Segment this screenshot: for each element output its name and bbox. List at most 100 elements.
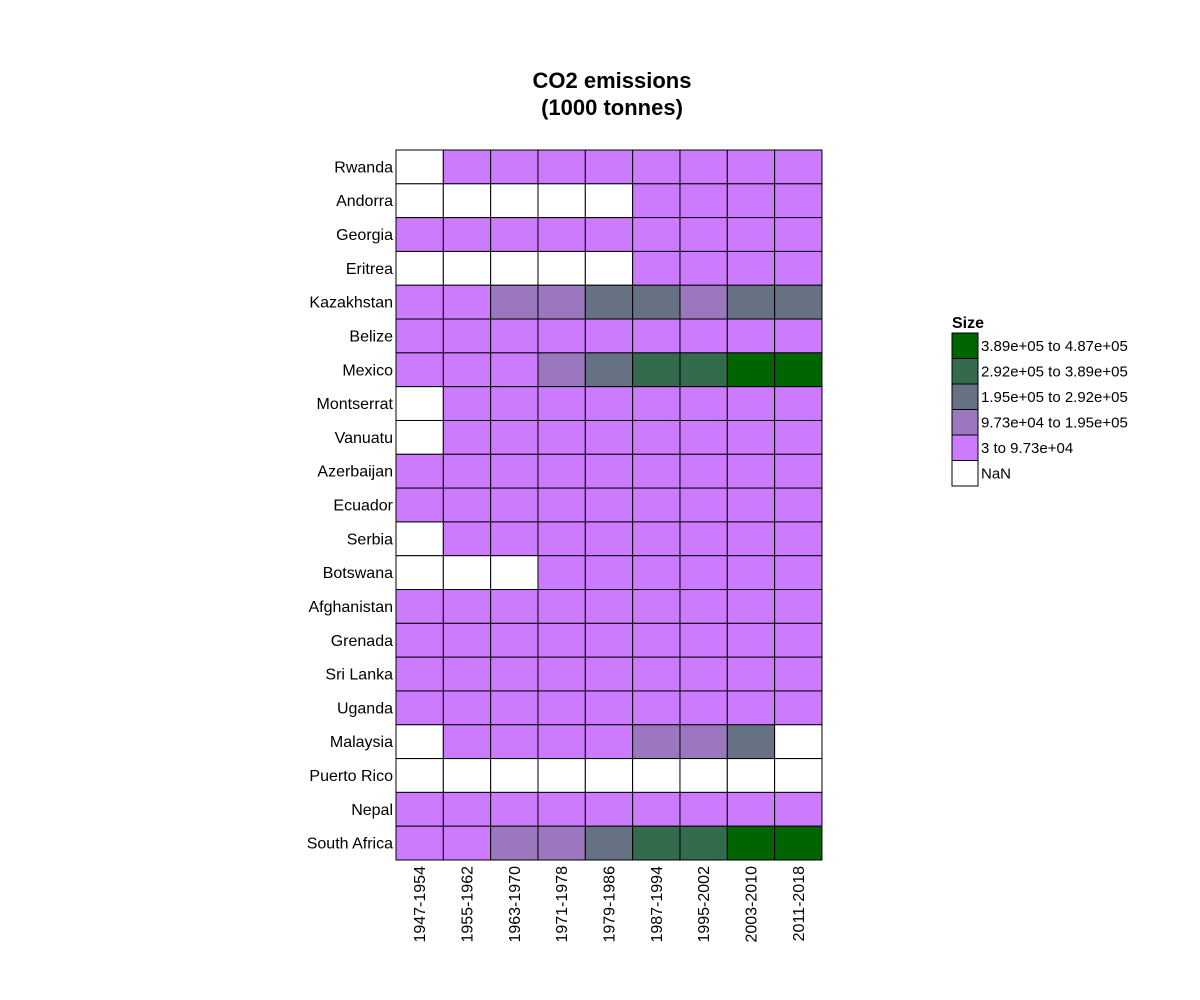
heatmap-cell [490,453,539,489]
heatmap-cell [774,656,823,692]
heatmap-cell [632,622,681,658]
heatmap-cell [632,589,681,624]
heatmap-cell [584,589,634,624]
heatmap-cell [774,791,823,827]
heatmap-cell [726,386,776,421]
heatmap-cell [537,622,586,658]
heatmap-cell [679,589,728,624]
row-label: Vanuatu [335,430,393,447]
heatmap-cell [490,250,539,286]
heatmap-cell [395,487,444,523]
heatmap-cell [774,453,823,489]
heatmap-cell [632,521,681,557]
heatmap-cell [632,386,681,421]
row-label: Azerbaijan [317,464,393,481]
heatmap-cell [490,791,539,827]
row-label: Uganda [337,700,393,717]
heatmap-cell [726,183,776,219]
heatmap-cell [774,724,823,760]
heatmap-cell [537,250,586,286]
heatmap-cell [442,521,492,557]
heatmap-cell [395,825,444,861]
column-label: 1971-1978 [554,866,571,943]
heatmap-cell [537,791,586,827]
heatmap-cell [726,318,776,354]
heatmap-cell [632,453,681,489]
heatmap-cell [584,690,634,726]
heatmap-cell [442,758,492,793]
heatmap-cell [584,758,634,793]
heatmap-cell [395,690,444,726]
heatmap-cell [679,521,728,557]
chart-title: CO2 emissions (1000 tonnes) [533,68,692,120]
heatmap-cell [537,825,586,861]
row-label: Eritrea [346,261,393,278]
heatmap-cell [490,318,539,354]
heatmap-cell [726,250,776,286]
heatmap-cell [490,149,539,185]
heatmap-cell [490,555,539,591]
heatmap-cell [584,149,634,185]
heatmap-cell [537,284,586,320]
column-label: 1955-1962 [460,866,477,943]
heatmap-cell [774,183,823,219]
heatmap-cell [774,352,823,388]
heatmap-cell [584,487,634,523]
heatmap-cell [632,318,681,354]
heatmap-cell [774,149,823,185]
heatmap-cell [395,589,444,624]
heatmap-cell [726,724,776,760]
heatmap-cell [490,183,539,219]
heatmap-cell [726,825,776,861]
row-label: Andorra [336,193,393,210]
heatmap-cell [632,656,681,692]
heatmap-cell [726,656,776,692]
heatmap-cell [442,284,492,320]
heatmap-cell [395,724,444,760]
heatmap-cell [584,791,634,827]
heatmap-cell [537,318,586,354]
heatmap-cell [679,149,728,185]
column-label: 1979-1986 [601,866,618,943]
row-label: Kazakhstan [309,295,393,312]
heatmap-cell [537,521,586,557]
heatmap-cell [442,419,492,455]
heatmap-cell [490,284,539,320]
heatmap-cell [679,217,728,252]
heatmap-cell [442,555,492,591]
heatmap-cell [632,791,681,827]
heatmap-cell [395,183,444,219]
heatmap-cell [584,521,634,557]
heatmap-cell [442,453,492,489]
heatmap-cell [537,589,586,624]
heatmap-cell [679,453,728,489]
heatmap-cell [537,758,586,793]
row-label: Puerto Rico [309,768,393,785]
heatmap-cell [490,825,539,861]
heatmap-cell [537,386,586,421]
heatmap-cell [679,183,728,219]
row-label: Afghanistan [308,599,393,616]
row-label: Malaysia [330,734,393,751]
heatmap-cell [537,453,586,489]
heatmap-cell [395,250,444,286]
heatmap-cell [490,521,539,557]
heatmap-cell [726,453,776,489]
row-label: Ecuador [333,498,393,515]
heatmap-cell [395,656,444,692]
heatmap-cell [774,318,823,354]
heatmap-cell [679,318,728,354]
heatmap-cell [726,487,776,523]
heatmap-cell [584,724,634,760]
row-label: South Africa [307,836,393,853]
heatmap-cell [395,555,444,591]
heatmap-cell [632,183,681,219]
heatmap-cell [584,825,634,861]
row-label: Montserrat [317,396,394,413]
row-label: Belize [349,328,393,345]
column-label: 1963-1970 [507,866,524,943]
heatmap-cell [726,149,776,185]
heatmap-cell [726,622,776,658]
heatmap-cell [679,386,728,421]
